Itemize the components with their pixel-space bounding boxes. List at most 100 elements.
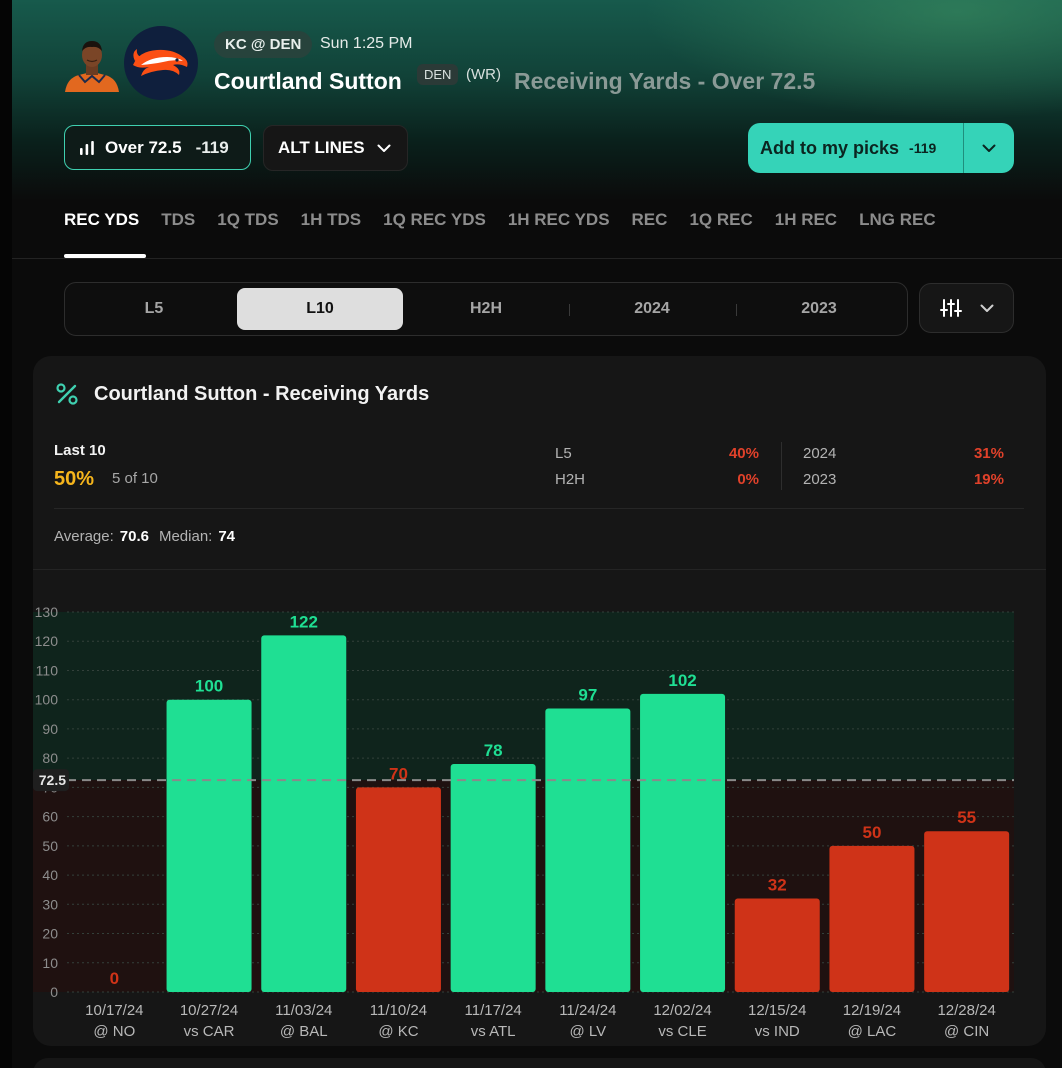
x-date-label: 11/10/24 (370, 1002, 427, 1019)
chart-bar (355, 787, 441, 992)
picks-divider (963, 123, 964, 173)
bar-value-label: 97 (578, 685, 597, 704)
y-tick-label: 0 (50, 984, 58, 1000)
chart-bar (924, 831, 1010, 992)
over-line-label: Over 72.5 (105, 137, 182, 157)
tab-rec[interactable]: REC (631, 210, 668, 229)
stat-label-l5: L5 (555, 445, 572, 462)
range-2023[interactable]: 2023 (801, 300, 837, 317)
percent-icon (56, 383, 78, 405)
chevron-down-icon (982, 144, 996, 152)
x-opponent-label: @ LV (570, 1023, 607, 1040)
add-to-picks-button[interactable]: Add to my picks -119 (748, 123, 1014, 173)
bar-value-label: 70 (389, 764, 408, 783)
x-date-label: 11/17/24 (465, 1002, 522, 1019)
sample-label: Last 10 (54, 442, 106, 459)
x-opponent-label: vs CAR (184, 1023, 235, 1040)
alt-lines-label: ALT LINES (278, 138, 365, 157)
over-line-odds: -119 (195, 137, 229, 157)
chart-bar (166, 699, 252, 992)
chart-bar (734, 898, 820, 992)
market-tabs: REC YDS TDS 1Q TDS 1H TDS 1Q REC YDS 1H … (64, 210, 958, 240)
x-opponent-label: @ LAC (848, 1023, 897, 1040)
tab-1h-rec-yds[interactable]: 1H REC YDS (507, 210, 610, 229)
filter-settings-button[interactable] (919, 283, 1014, 333)
tab-lng-rec[interactable]: LNG REC (859, 210, 936, 229)
game-time: Sun 1:25 PM (320, 35, 413, 52)
range-h2h[interactable]: H2H (469, 300, 502, 317)
average-label: Average: (54, 528, 114, 545)
x-opponent-label: @ CIN (944, 1023, 989, 1040)
chart-bar (545, 708, 631, 992)
x-date-label: 10/17/24 (85, 1002, 143, 1019)
alt-lines-dropdown[interactable]: ALT LINES (263, 125, 408, 171)
add-to-picks-odds: -119 (909, 140, 937, 156)
tab-1q-rec[interactable]: 1Q REC (689, 210, 753, 229)
x-date-label: 12/02/24 (653, 1002, 711, 1019)
tab-tds[interactable]: TDS (161, 210, 196, 229)
active-tab-indicator (64, 254, 146, 258)
average-value: 70.6 (119, 528, 149, 545)
stat-value-l5: 40% (728, 445, 759, 462)
y-tick-label: 10 (42, 955, 58, 971)
market-title: Receiving Yards - Over 72.5 (514, 68, 816, 94)
x-opponent-label: @ NO (93, 1023, 135, 1040)
median-value: 74 (218, 528, 236, 545)
bar-value-label: 122 (290, 612, 318, 631)
add-to-picks-main[interactable]: Add to my picks -119 (748, 123, 963, 173)
y-tick-label: 60 (42, 809, 58, 825)
tabs-divider (12, 258, 1062, 259)
chart-bar (829, 845, 915, 992)
y-tick-label: 20 (42, 926, 58, 942)
range-l10[interactable]: L10 (237, 288, 403, 330)
hit-count: 5 of 10 (112, 470, 158, 487)
y-tick-label: 100 (35, 692, 59, 708)
threshold-label: 72.5 (39, 772, 66, 788)
stats-divider (781, 442, 782, 490)
tab-1q-rec-yds[interactable]: 1Q REC YDS (383, 210, 486, 229)
x-date-label: 12/19/24 (843, 1002, 901, 1019)
x-date-label: 12/15/24 (748, 1002, 806, 1019)
tab-1q-tds[interactable]: 1Q TDS (217, 210, 279, 229)
tab-rec-yds[interactable]: REC YDS (64, 210, 140, 229)
receiving-yards-chart: 0 10 20 30 40 50 60 70 80 90 100 110 120 130 0 10/17/24… (33, 604, 1014, 1040)
broncos-logo-icon (124, 26, 198, 100)
stat-value-2023: 19% (973, 471, 1004, 488)
tab-1h-tds[interactable]: 1H TDS (300, 210, 362, 229)
over-line-button[interactable]: Over 72.5 -119 (64, 125, 251, 170)
bar-value-label: 100 (195, 677, 223, 696)
hit-rate-card: Courtland Sutton - Receiving Yards Last … (33, 356, 1046, 1046)
x-date-label: 11/03/24 (275, 1002, 332, 1019)
range-2024[interactable]: 2024 (634, 300, 670, 317)
threshold-label-bg (33, 769, 69, 792)
chevron-down-icon (980, 304, 993, 312)
player-name: Courtland Sutton (214, 68, 402, 94)
range-filter: L5 L10 H2H 2024 2023 (64, 282, 908, 336)
bar-value-label: 102 (668, 671, 696, 690)
stat-value-h2h: 0% (737, 471, 759, 488)
x-opponent-label: vs IND (755, 1023, 800, 1040)
bar-chart-icon (80, 140, 94, 155)
add-to-picks-label: Add to my picks (760, 137, 900, 158)
hit-rate-value: 50% (54, 468, 95, 490)
range-separator (736, 304, 737, 316)
bar-value-label: 32 (768, 875, 787, 894)
player-position: (WR) (466, 66, 501, 83)
x-date-label: 10/27/24 (180, 1002, 238, 1019)
y-tick-label: 40 (42, 867, 58, 883)
stat-label-h2h: H2H (555, 471, 586, 488)
y-tick-label: 90 (42, 721, 58, 737)
x-date-label: 12/28/24 (937, 1002, 995, 1019)
range-l5[interactable]: L5 (144, 300, 164, 317)
sliders-icon (939, 299, 962, 317)
bar-value-label: 78 (484, 741, 503, 760)
range-separator (569, 304, 570, 316)
y-tick-label: 30 (42, 896, 58, 912)
picks-options-toggle[interactable] (964, 123, 1014, 173)
tab-1h-rec[interactable]: 1H REC (774, 210, 838, 229)
average-median-row: Average: 70.6 Median: 74 (54, 528, 245, 545)
stat-label-2024: 2024 (803, 445, 837, 462)
bar-value-label: 55 (957, 808, 976, 827)
y-tick-label: 130 (35, 604, 59, 620)
team-badge: DEN (417, 64, 459, 85)
